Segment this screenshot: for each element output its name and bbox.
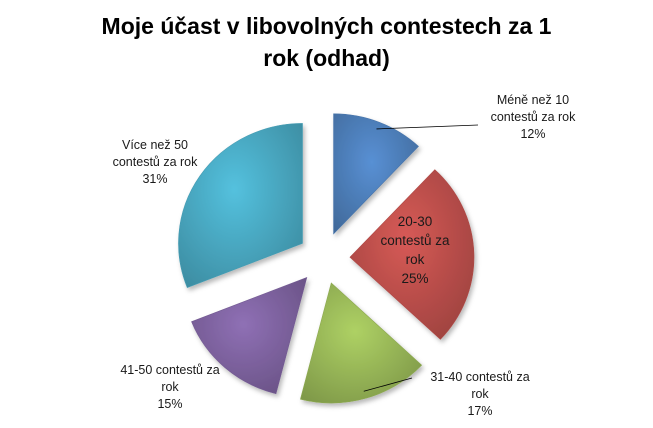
chart-title: Moje účast v libovolných contestech za 1…: [101, 13, 552, 71]
slice-label-41-50: 41-50 contestů za rok 15%: [120, 363, 220, 411]
slice-label-less-than-10: Méně než 10 contestů za rok 12%: [490, 93, 576, 141]
pie-slice-20-30: [349, 169, 475, 340]
pie-slice-less-than-10: [333, 113, 419, 235]
slice-label-20-30: 20-30 contestů za rok 25%: [380, 214, 450, 286]
leader-line-less-than-10: [376, 124, 479, 130]
pie-slice-41-50: [191, 277, 308, 395]
leader-line-31-40: [363, 377, 413, 392]
pie-slice-more-than-50: [178, 123, 303, 288]
slice-label-more-than-50: Více než 50 contestů za rok 31%: [112, 138, 198, 186]
slice-label-31-40: 31-40 contestů za rok 17%: [430, 370, 530, 418]
pie-slice-31-40: [300, 282, 423, 404]
